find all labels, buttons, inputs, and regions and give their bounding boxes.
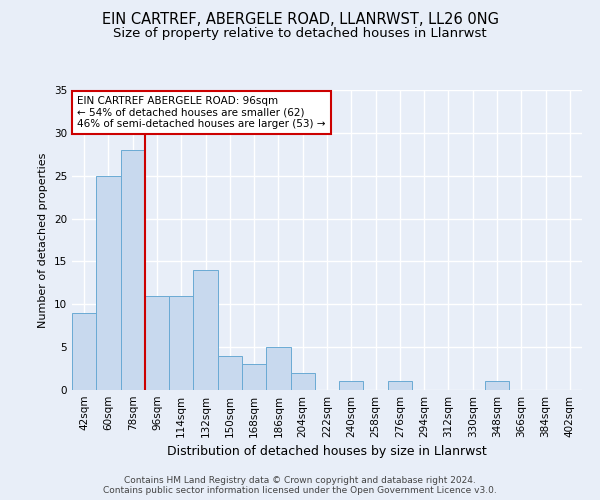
Bar [193,270,218,390]
Bar [72,313,96,390]
Bar [169,296,193,390]
Text: Contains HM Land Registry data © Crown copyright and database right 2024.
Contai: Contains HM Land Registry data © Crown c… [103,476,497,495]
Y-axis label: Number of detached properties: Number of detached properties [38,152,49,328]
Bar [121,150,145,390]
Bar [266,347,290,390]
Bar [145,296,169,390]
Text: Size of property relative to detached houses in Llanrwst: Size of property relative to detached ho… [113,28,487,40]
Text: EIN CARTREF ABERGELE ROAD: 96sqm
← 54% of detached houses are smaller (62)
46% o: EIN CARTREF ABERGELE ROAD: 96sqm ← 54% o… [77,96,326,129]
Bar [339,382,364,390]
Bar [96,176,121,390]
Bar [290,373,315,390]
Bar [242,364,266,390]
Text: EIN CARTREF, ABERGELE ROAD, LLANRWST, LL26 0NG: EIN CARTREF, ABERGELE ROAD, LLANRWST, LL… [101,12,499,28]
Bar [218,356,242,390]
X-axis label: Distribution of detached houses by size in Llanrwst: Distribution of detached houses by size … [167,446,487,458]
Bar [388,382,412,390]
Bar [485,382,509,390]
